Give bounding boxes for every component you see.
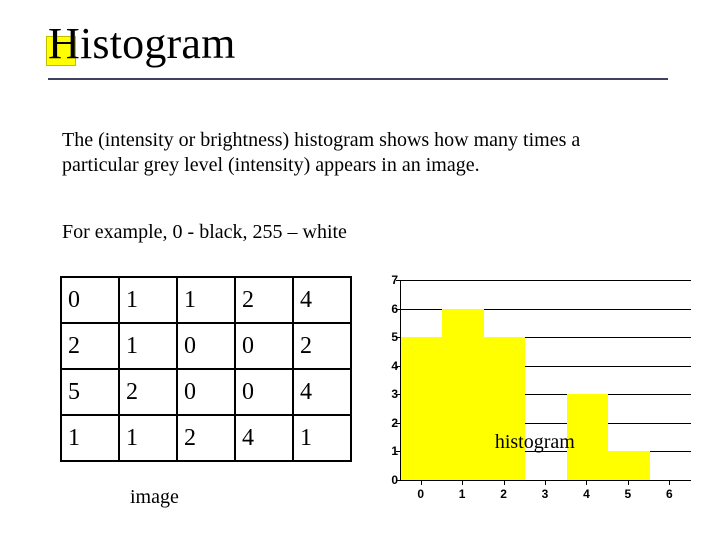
image-cell: 4: [293, 369, 351, 415]
y-tick-mark: [396, 394, 400, 395]
paragraph-1: The (intensity or brightness) histogram …: [62, 128, 652, 178]
y-tick-mark: [396, 280, 400, 281]
x-tick-mark: [586, 480, 587, 485]
image-grid-table: 01124210025200411241: [60, 276, 352, 462]
image-cell: 0: [177, 369, 235, 415]
image-cell: 2: [235, 277, 293, 323]
x-tick-label: 4: [583, 487, 590, 501]
image-cell: 0: [177, 323, 235, 369]
histogram-bar: [484, 337, 525, 480]
paragraph-2: For example, 0 - black, 255 – white: [62, 220, 652, 245]
x-tick-mark: [462, 480, 463, 485]
image-cell: 1: [293, 415, 351, 461]
image-cell: 2: [293, 323, 351, 369]
image-cell: 1: [119, 415, 177, 461]
x-tick-mark: [669, 480, 670, 485]
image-cell: 1: [61, 415, 119, 461]
image-cell: 1: [177, 277, 235, 323]
x-tick-label: 2: [500, 487, 507, 501]
image-cell: 4: [293, 277, 351, 323]
x-tick-label: 3: [542, 487, 549, 501]
title-underline: [48, 78, 668, 80]
histogram-label: histogram: [495, 431, 575, 454]
x-tick-label: 1: [459, 487, 466, 501]
image-cell: 0: [235, 369, 293, 415]
histogram-bar: [401, 337, 442, 480]
x-tick-label: 0: [417, 487, 424, 501]
y-tick-mark: [396, 480, 400, 481]
x-tick-label: 5: [625, 487, 632, 501]
histogram-bar: [442, 309, 483, 480]
slide-title: Histogram: [48, 18, 236, 69]
image-cell: 4: [235, 415, 293, 461]
y-tick-mark: [396, 337, 400, 338]
x-tick-mark: [421, 480, 422, 485]
image-cell: 2: [61, 323, 119, 369]
y-tick-mark: [396, 309, 400, 310]
image-cell: 2: [119, 369, 177, 415]
image-cell: 2: [177, 415, 235, 461]
y-tick-mark: [396, 423, 400, 424]
x-tick-label: 6: [666, 487, 673, 501]
gridline: [401, 280, 691, 281]
x-tick-mark: [628, 480, 629, 485]
image-cell: 0: [235, 323, 293, 369]
image-cell: 1: [119, 277, 177, 323]
x-tick-mark: [504, 480, 505, 485]
image-caption: image: [130, 486, 179, 509]
x-tick-mark: [545, 480, 546, 485]
histogram-chart: 012345670123456 histogram: [366, 280, 698, 510]
histogram-bar: [608, 451, 649, 480]
image-cell: 0: [61, 277, 119, 323]
image-cell: 5: [61, 369, 119, 415]
y-tick-mark: [396, 366, 400, 367]
image-cell: 1: [119, 323, 177, 369]
y-tick-mark: [396, 451, 400, 452]
